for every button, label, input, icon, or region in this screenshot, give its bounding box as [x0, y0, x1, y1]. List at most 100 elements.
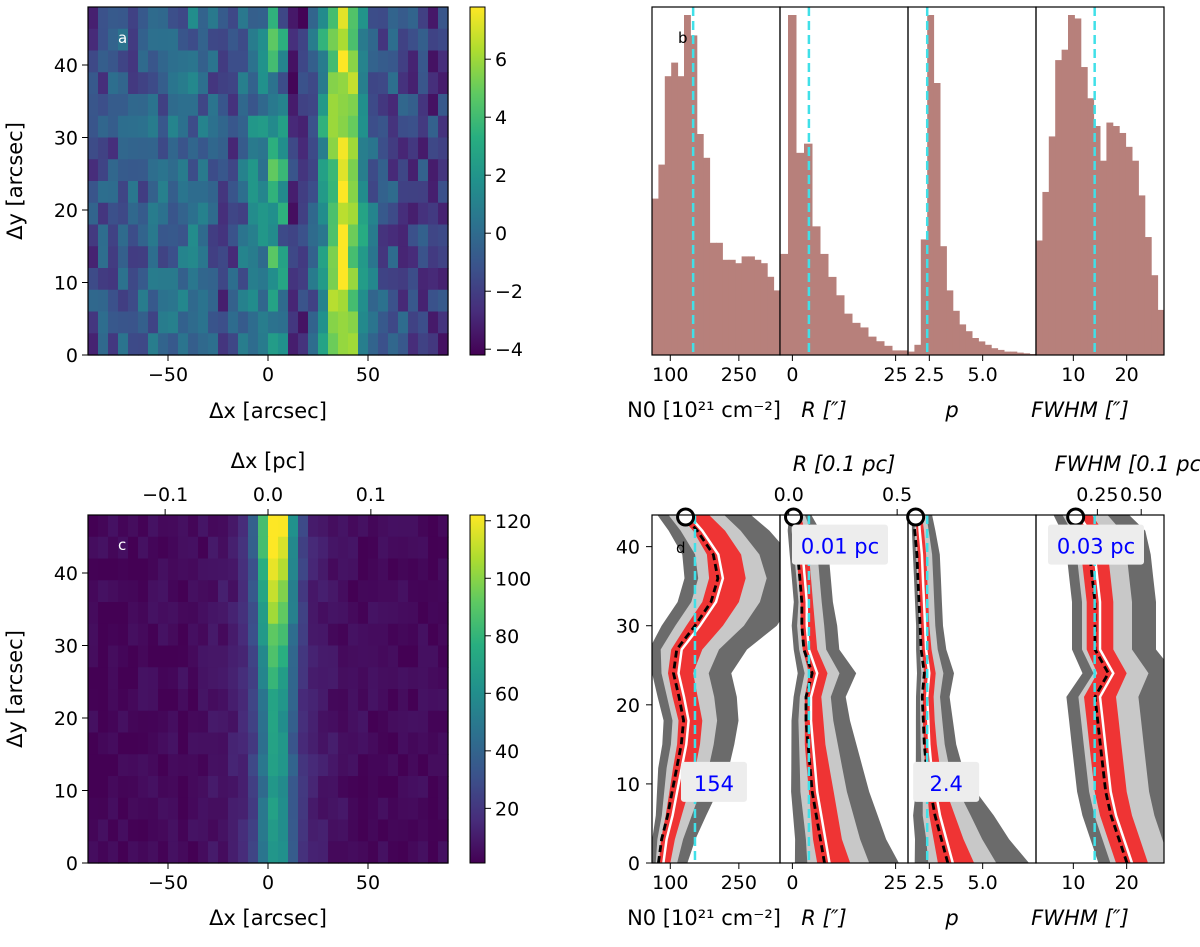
heatmap-cell [128, 580, 139, 603]
heatmap-cell [118, 667, 129, 690]
heatmap-cell [298, 181, 309, 204]
heatmap-cell [238, 50, 249, 73]
histogram-bar [959, 324, 967, 355]
heatmap-cell [368, 137, 379, 160]
heatmap-cell [398, 268, 409, 291]
heatmap-cell [128, 536, 139, 560]
heatmap-cell [238, 268, 249, 291]
heatmap-cell [178, 333, 189, 356]
histogram-bar [1010, 351, 1018, 355]
heatmap-cell [168, 159, 179, 182]
heatmap-cell [248, 137, 259, 160]
heatmap-cell [188, 268, 199, 291]
heatmap-cell [398, 580, 409, 603]
heatmap-cell [118, 137, 129, 160]
heatmap-cell [178, 137, 189, 160]
heatmap-cell [268, 689, 279, 712]
heatmap-cell [268, 94, 279, 117]
heatmap-cell [438, 333, 449, 356]
heatmap-cell [428, 28, 439, 52]
heatmap-cell [278, 7, 289, 30]
panel-a-colorbar-ticks: −4 −2 0 2 4 6 [485, 49, 523, 361]
median-profile [1077, 515, 1134, 863]
heatmap-cell [388, 202, 399, 226]
panel-a-colorbar [469, 6, 486, 356]
heatmap-cell [328, 202, 339, 226]
heatmap-cell [238, 246, 249, 269]
heatmap-cell [108, 159, 119, 182]
heatmap-cell [128, 797, 139, 821]
heatmap-cell [298, 224, 309, 247]
heatmap-cell [138, 7, 149, 30]
heatmap-cell [328, 181, 339, 204]
heatmap-cell [178, 580, 189, 603]
heatmap-cell [168, 558, 179, 581]
heatmap-cell [398, 7, 409, 30]
heatmap-cell [408, 115, 419, 139]
heatmap-cell [98, 224, 109, 247]
heatmap-cell [348, 580, 359, 603]
histogram-bar [735, 263, 743, 355]
heatmap-cell [268, 580, 279, 603]
heatmap-cell [418, 202, 429, 226]
heatmap-cell [398, 558, 409, 581]
heatmap-cell [268, 181, 279, 204]
heatmap-cell [228, 7, 239, 30]
heatmap-cell [438, 797, 449, 821]
heatmap-cell [328, 333, 339, 356]
heatmap-cell [198, 268, 209, 291]
heatmap-cell [388, 754, 399, 777]
heatmap-cell [438, 311, 449, 334]
y-tick-label: 20 [54, 200, 78, 222]
histogram-bar [658, 164, 666, 355]
heatmap-cell [298, 667, 309, 690]
heatmap-cell [128, 224, 139, 247]
heatmap-cell [418, 754, 429, 777]
heatmap-cell [328, 94, 339, 117]
heatmap-cell [168, 754, 179, 777]
heatmap-cell [238, 645, 249, 668]
heatmap-cell [128, 819, 139, 842]
heatmap-cell [88, 776, 99, 799]
heatmap-cell [318, 50, 329, 73]
heatmap-cell [248, 797, 259, 821]
heatmap-cell [178, 159, 189, 182]
heatmap-cell [348, 558, 359, 581]
heatmap-cell [338, 7, 349, 30]
heatmap-cell [418, 667, 429, 690]
heatmap-cell [238, 94, 249, 117]
heatmap-cell [438, 137, 449, 160]
heatmap-cell [168, 797, 179, 821]
heatmap-cell [168, 72, 179, 95]
heatmap-cell [328, 137, 339, 160]
heatmap-cell [348, 645, 359, 668]
heatmap-cell [298, 776, 309, 799]
value-box-label: 0.01 pc [801, 535, 879, 559]
heatmap-cell [238, 689, 249, 712]
heatmap-cell [198, 645, 209, 668]
histogram-bar [760, 263, 768, 355]
panel-c-axes: −50 0 50 0 10 20 30 40 −0.1 0.0 0.1 [54, 484, 386, 894]
heatmap-cell [148, 115, 159, 139]
heatmap-cell [398, 754, 409, 777]
heatmap-cell [228, 710, 239, 734]
heatmap-cell [348, 732, 359, 755]
heatmap-cell [358, 224, 369, 247]
heatmap-cell [278, 645, 289, 668]
heatmap-cell [308, 268, 319, 291]
heatmap-cell [408, 159, 419, 182]
heatmap-cell [138, 72, 149, 95]
y-tick-label: 0 [66, 345, 78, 367]
heatmap-cell [118, 710, 129, 734]
heatmap-cell [108, 72, 119, 95]
heatmap-cell [128, 333, 139, 356]
heatmap-cell [298, 819, 309, 842]
heatmap-cell [398, 224, 409, 247]
heatmap-cell [438, 645, 449, 668]
panel-c-letter: c [118, 536, 126, 554]
heatmap-cell [388, 137, 399, 160]
heatmap-cell [298, 536, 309, 560]
heatmap-cell [328, 50, 339, 73]
heatmap-cell [368, 819, 379, 842]
heatmap-cell [158, 289, 169, 313]
